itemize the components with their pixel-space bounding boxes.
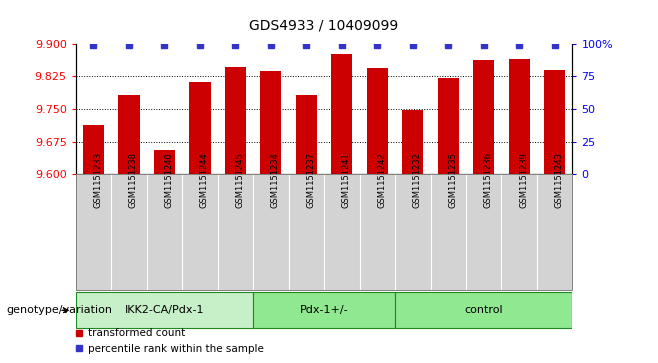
Bar bbox=[331, 54, 353, 174]
Text: GSM1151234: GSM1151234 bbox=[271, 152, 280, 208]
Text: GSM1151238: GSM1151238 bbox=[129, 152, 138, 208]
Text: GSM1151232: GSM1151232 bbox=[413, 152, 422, 208]
Text: GSM1151244: GSM1151244 bbox=[200, 152, 209, 208]
Text: GSM1151239: GSM1151239 bbox=[519, 152, 528, 208]
Bar bbox=[154, 150, 175, 174]
Bar bbox=[544, 70, 565, 174]
Text: GSM1151242: GSM1151242 bbox=[377, 152, 386, 208]
Bar bbox=[260, 70, 282, 174]
Legend: transformed count, percentile rank within the sample: transformed count, percentile rank withi… bbox=[71, 324, 268, 358]
Text: GSM1151235: GSM1151235 bbox=[448, 152, 457, 208]
Text: GSM1151245: GSM1151245 bbox=[236, 152, 244, 208]
Text: GDS4933 / 10409099: GDS4933 / 10409099 bbox=[249, 18, 399, 32]
Text: GSM1151236: GSM1151236 bbox=[484, 152, 493, 208]
Text: Pdx-1+/-: Pdx-1+/- bbox=[300, 305, 348, 315]
Bar bbox=[473, 60, 494, 174]
Text: GSM1151243: GSM1151243 bbox=[555, 152, 564, 208]
Bar bbox=[295, 94, 317, 174]
Text: GSM1151237: GSM1151237 bbox=[307, 152, 315, 208]
Text: GSM1151241: GSM1151241 bbox=[342, 152, 351, 208]
Text: GSM1151233: GSM1151233 bbox=[93, 152, 103, 208]
Bar bbox=[190, 82, 211, 174]
Text: genotype/variation: genotype/variation bbox=[7, 305, 113, 315]
Bar bbox=[509, 59, 530, 174]
Bar bbox=[118, 95, 139, 174]
FancyBboxPatch shape bbox=[395, 293, 572, 328]
Bar bbox=[224, 67, 246, 174]
FancyBboxPatch shape bbox=[76, 293, 253, 328]
Text: GSM1151240: GSM1151240 bbox=[164, 152, 173, 208]
Bar bbox=[402, 110, 424, 174]
Text: control: control bbox=[465, 305, 503, 315]
Bar bbox=[367, 68, 388, 174]
Bar bbox=[83, 125, 104, 174]
Bar bbox=[438, 78, 459, 174]
Text: IKK2-CA/Pdx-1: IKK2-CA/Pdx-1 bbox=[124, 305, 204, 315]
FancyBboxPatch shape bbox=[253, 293, 395, 328]
